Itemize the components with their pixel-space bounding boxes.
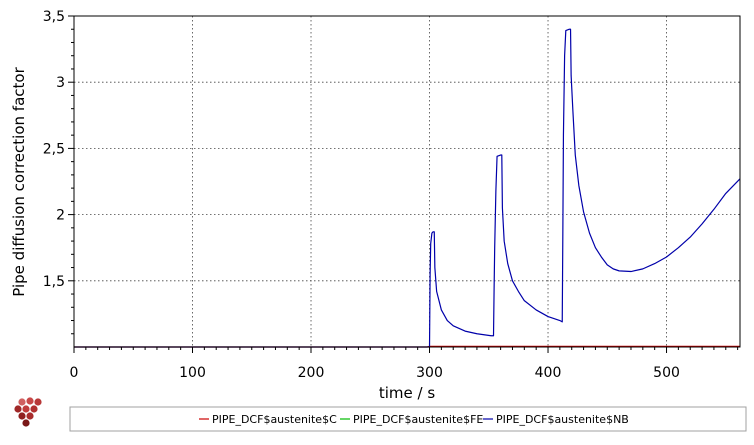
legend-label-c: PIPE_DCF$austenite$C (212, 413, 337, 426)
y-tick-label: 3,5 (43, 9, 65, 25)
legend-item-nb: PIPE_DCF$austenite$NB (483, 413, 629, 426)
x-tick-label: 300 (416, 365, 443, 381)
y-tick-label: 2 (56, 208, 65, 224)
legend-box (69, 406, 747, 432)
axes (68, 15, 739, 353)
y-tick-label: 1,5 (43, 274, 65, 290)
logo (14, 397, 42, 427)
x-tick-label: 200 (298, 365, 325, 381)
x-tick-label: 500 (653, 365, 680, 381)
legend-label-nb: PIPE_DCF$austenite$NB (496, 413, 629, 426)
legend-item-c: PIPE_DCF$austenite$C (199, 413, 337, 426)
plot-frame (73, 15, 741, 348)
series-line-3 (74, 28, 741, 348)
legend-item-fe: PIPE_DCF$austenite$FE (340, 413, 483, 426)
y-axis-title: Pipe diffusion correction factor (10, 66, 28, 296)
x-tick-label: 400 (535, 365, 562, 381)
y-tick-label: 2,5 (43, 141, 65, 157)
grid-lines (74, 16, 740, 347)
legend: PIPE_DCF$austenite$C PIPE_DCF$austenite$… (69, 406, 747, 432)
legend-label-fe: PIPE_DCF$austenite$FE (353, 413, 483, 426)
y-tick-label: 3 (56, 75, 65, 91)
tick-labels: 0 100 200 300 400 500 1,5 2 2,5 3 3,5 (43, 9, 680, 381)
x-tick-label: 100 (179, 365, 206, 381)
x-tick-label: 0 (70, 365, 79, 381)
x-axis-title: time / s (379, 384, 435, 402)
